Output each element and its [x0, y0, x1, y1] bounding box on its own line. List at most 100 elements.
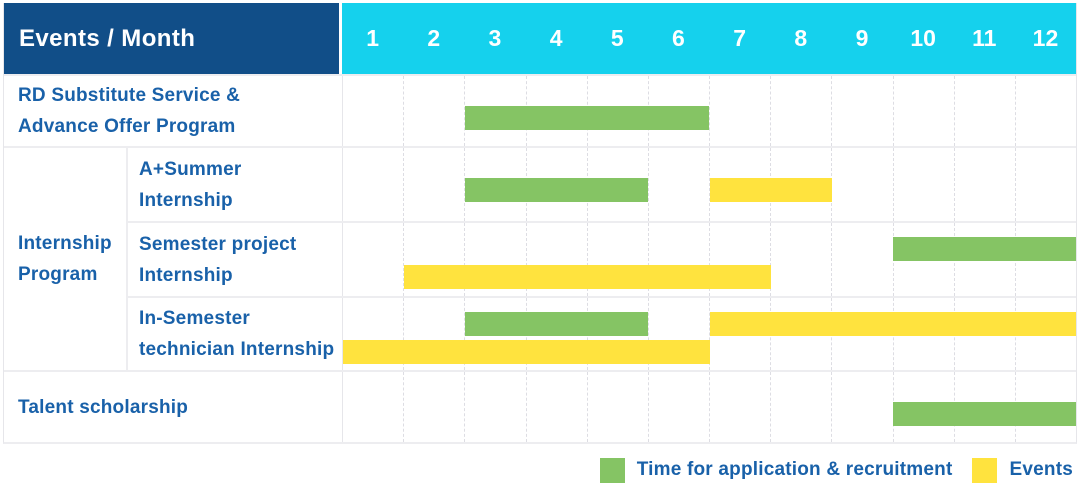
table-row-in-semester-technician-internship: In-Semester technician Internship	[128, 296, 1076, 370]
month-grid-cell	[892, 148, 954, 221]
month-grid-cell	[343, 223, 403, 296]
row-label-line: Internship	[139, 189, 233, 211]
event-bar	[343, 340, 710, 364]
group-sub-rows: A+Summer Internship Semester project Intern…	[126, 148, 1076, 370]
month-grid-cell	[953, 148, 1015, 221]
month-grid-cell	[343, 76, 403, 146]
month-grid-cell	[525, 223, 587, 296]
month-header-cell: 3	[488, 25, 502, 51]
month-grid-cell	[464, 148, 525, 221]
month-grid-cell	[831, 76, 892, 146]
month-grid-cell	[770, 372, 831, 442]
application-legend-swatch	[599, 457, 625, 483]
month-grid-cell	[586, 372, 648, 442]
legend-item-green: Time for application & recruitment	[599, 457, 953, 483]
application-bar	[892, 402, 1076, 426]
row-label-line: Program	[18, 264, 98, 285]
month-grid-cell	[403, 76, 464, 146]
row-label-line: technician Internship	[139, 339, 335, 360]
application-bar	[892, 237, 1076, 261]
legend-label: Events	[1009, 459, 1073, 480]
month-grid-cell	[343, 372, 403, 442]
application-bar	[465, 312, 649, 336]
row-label-line: Semester project	[139, 233, 297, 255]
month-grid-cell	[464, 223, 525, 296]
month-grid-cell	[770, 223, 831, 296]
row-label-line: Internship	[18, 233, 112, 254]
month-grid-cell	[464, 372, 525, 442]
row-label-line: Talent scholarship	[18, 396, 189, 418]
month-grid-cell	[831, 372, 892, 442]
row-label-line: A+Summer	[139, 158, 242, 180]
row-label-line: Advance Offer Program	[18, 116, 236, 137]
chart-area	[342, 298, 1076, 370]
month-grid-cell	[831, 148, 892, 221]
legend-label: Time for application & recruitment	[636, 459, 953, 480]
month-header: 1 2 3 4 5 6 7 8 9 10 11 12	[342, 3, 1076, 74]
month-grid-cell	[709, 223, 770, 296]
event-bar	[709, 312, 1076, 336]
month-grid-cell	[586, 223, 648, 296]
talent-scholarship-label: Talent scholarship	[4, 372, 342, 442]
table-row-rd-substitute-service: RD Substitute Service & Advance Offer Pro…	[4, 74, 1076, 146]
row-label-line: Internship	[139, 264, 233, 286]
in-semester-technician-internship-label: In-Semester technician Internship	[128, 298, 342, 370]
month-header-cell: 9	[855, 25, 869, 51]
month-grid-cell	[464, 298, 525, 370]
month-grid-cell	[403, 223, 464, 296]
month-grid-cell	[403, 372, 464, 442]
application-bar	[465, 106, 710, 130]
month-grid-cell	[647, 148, 709, 221]
chart-area	[342, 76, 1076, 146]
semester-project-internship-label: Semester project Internship	[128, 223, 342, 296]
month-header-cell: 8	[794, 25, 808, 51]
month-header-cell: 11	[972, 25, 997, 51]
month-header-cell: 7	[733, 25, 747, 51]
row-label-line: In-Semester	[139, 308, 250, 329]
month-grid-cell	[403, 298, 464, 370]
month-grid-cell	[709, 372, 770, 442]
legend: Time for application & recruitment Events	[0, 444, 1080, 496]
chart-area	[342, 372, 1076, 442]
month-grid-cell	[1014, 76, 1076, 146]
month-grid-cell	[525, 372, 587, 442]
rd-substitute-service-label: RD Substitute Service & Advance Offer Pro…	[4, 76, 342, 146]
legend-item-yellow: Events	[972, 457, 1073, 483]
row-label-line: RD Substitute Service &	[18, 85, 241, 106]
month-grid-cell	[343, 148, 403, 221]
table-body: RD Substitute Service & Advance Offer Pro…	[4, 74, 1076, 442]
month-header-cell: 4	[549, 25, 563, 51]
month-header-cell: 1	[366, 25, 379, 51]
event-legend-swatch	[972, 457, 998, 483]
table-row-talent-scholarship: Talent scholarship	[4, 370, 1076, 442]
event-bar	[404, 265, 771, 289]
gantt-page: Events / Month 1 2 3 4 5 6 7 8 9 10 11 12 RD Substi…	[0, 3, 1080, 497]
month-header-cell: 6	[672, 25, 685, 51]
month-grid-cell	[953, 76, 1015, 146]
month-grid-cell	[464, 76, 525, 146]
event-bar	[709, 178, 832, 202]
month-header-cell: 5	[610, 25, 624, 51]
month-grid-cell	[647, 223, 709, 296]
chart-area	[342, 148, 1076, 221]
chart-area	[342, 223, 1076, 296]
month-grid-cell	[647, 372, 709, 442]
header-title-cell: Events / Month	[4, 3, 342, 74]
month-grid-cell	[403, 148, 464, 221]
table-row-a-plus-summer-internship: A+Summer Internship	[128, 148, 1076, 221]
month-header-cell: 10	[910, 25, 936, 51]
application-bar	[465, 178, 649, 202]
table-row-semester-project-internship: Semester project Internship	[128, 221, 1076, 296]
row-group-internship-program: Internship Program A+Summer Internship Semes…	[4, 146, 1076, 370]
internship-program-group-label: Internship Program	[4, 148, 126, 370]
header-row: Events / Month 1 2 3 4 5 6 7 8 9 10 11 12	[4, 3, 1076, 74]
month-header-cell: 12	[1032, 25, 1059, 51]
month-header-cell: 2	[427, 25, 441, 51]
month-grid-cell	[831, 223, 892, 296]
events-table: Events / Month 1 2 3 4 5 6 7 8 9 10 11 12 RD Substi…	[3, 3, 1077, 444]
month-grid-cell	[1014, 148, 1076, 221]
month-grid-cell	[709, 76, 770, 146]
a-plus-summer-internship-label: A+Summer Internship	[128, 148, 342, 221]
header-title: Events / Month	[19, 24, 196, 52]
month-grid-cell	[892, 76, 954, 146]
